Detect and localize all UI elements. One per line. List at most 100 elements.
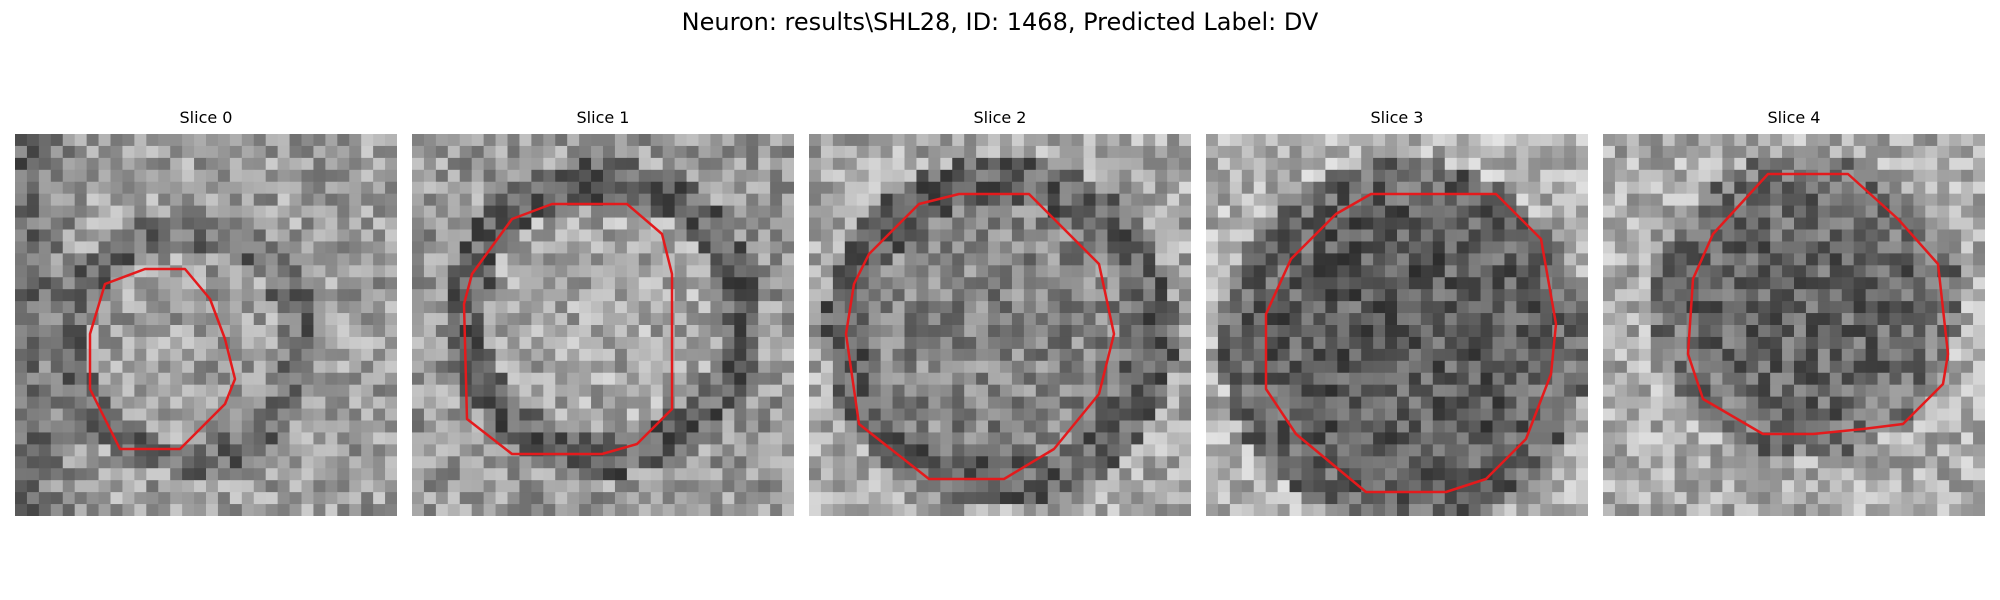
- image-pixel: [1337, 372, 1350, 386]
- image-pixel: [880, 420, 893, 433]
- image-pixel: [110, 468, 123, 481]
- image-pixel: [555, 217, 568, 230]
- image-pixel: [868, 253, 882, 266]
- image-pixel: [1528, 313, 1541, 326]
- image-pixel: [1179, 480, 1191, 493]
- image-pixel: [1059, 384, 1073, 398]
- image-pixel: [1325, 408, 1338, 421]
- image-pixel: [1817, 265, 1831, 278]
- image-pixel: [603, 492, 616, 505]
- image-pixel: [1746, 372, 1759, 386]
- image-pixel: [567, 420, 580, 433]
- image-pixel: [98, 468, 111, 481]
- image-pixel: [361, 396, 374, 409]
- image-pixel: [1035, 408, 1049, 421]
- image-pixel: [313, 169, 326, 183]
- image-pixel: [1710, 348, 1723, 362]
- image-pixel: [1035, 301, 1049, 314]
- image-pixel: [1734, 336, 1747, 350]
- image-pixel: [964, 313, 977, 326]
- image-pixel: [1456, 348, 1470, 362]
- image-pixel: [964, 325, 977, 338]
- image-pixel: [435, 492, 449, 505]
- image-pixel: [1758, 396, 1771, 409]
- image-pixel: [74, 205, 88, 218]
- image-pixel: [1059, 145, 1073, 159]
- image-pixel: [856, 456, 870, 469]
- image-pixel: [856, 301, 870, 314]
- image-pixel: [543, 145, 556, 159]
- image-pixel: [531, 456, 544, 469]
- image-pixel: [423, 336, 437, 350]
- image-pixel: [782, 456, 794, 469]
- image-pixel: [1638, 205, 1652, 218]
- image-pixel: [1083, 504, 1096, 516]
- image-pixel: [1540, 408, 1553, 421]
- image-pixel: [110, 408, 123, 421]
- image-pixel: [412, 301, 425, 314]
- image-pixel: [1614, 145, 1628, 159]
- image-pixel: [976, 157, 989, 171]
- image-pixel: [964, 408, 977, 421]
- image-pixel: [1408, 241, 1422, 254]
- image-pixel: [809, 432, 822, 445]
- image-pixel: [134, 313, 147, 326]
- image-pixel: [423, 468, 437, 481]
- image-pixel: [86, 181, 99, 195]
- image-pixel: [1229, 372, 1243, 386]
- image-pixel: [194, 456, 207, 469]
- image-pixel: [325, 504, 338, 516]
- image-pixel: [229, 336, 243, 350]
- image-pixel: [579, 301, 592, 314]
- image-pixel: [1420, 253, 1434, 266]
- image-pixel: [1794, 169, 1807, 183]
- image-pixel: [277, 492, 290, 505]
- image-pixel: [1000, 229, 1013, 242]
- image-pixel: [1650, 277, 1664, 290]
- image-pixel: [265, 229, 279, 242]
- image-pixel: [483, 301, 496, 314]
- image-pixel: [146, 384, 159, 398]
- image-pixel: [638, 325, 652, 338]
- image-pixel: [880, 241, 893, 254]
- image-pixel: [531, 157, 544, 171]
- image-pixel: [1468, 289, 1481, 302]
- image-pixel: [1119, 241, 1132, 254]
- image-pixel: [38, 504, 52, 516]
- image-pixel: [1373, 253, 1386, 266]
- image-pixel: [1698, 145, 1711, 159]
- image-pixel: [734, 313, 747, 326]
- image-pixel: [1516, 432, 1529, 445]
- image-pixel: [1095, 348, 1108, 362]
- image-pixel: [626, 420, 640, 433]
- image-pixel: [1059, 241, 1073, 254]
- image-pixel: [1397, 193, 1410, 207]
- image-pixel: [110, 289, 123, 302]
- image-pixel: [892, 289, 905, 302]
- image-pixel: [591, 492, 604, 505]
- image-pixel: [809, 360, 822, 374]
- image-pixel: [722, 313, 735, 326]
- image-pixel: [1504, 384, 1517, 398]
- image-pixel: [1540, 325, 1553, 338]
- image-pixel: [1071, 432, 1084, 445]
- image-pixel: [1289, 229, 1302, 242]
- image-pixel: [423, 157, 437, 171]
- image-pixel: [1516, 456, 1529, 469]
- image-pixel: [782, 289, 794, 302]
- image-pixel: [1492, 432, 1505, 445]
- image-pixel: [1023, 336, 1037, 350]
- image-pixel: [1468, 205, 1481, 218]
- image-pixel: [265, 480, 279, 493]
- image-pixel: [170, 265, 183, 278]
- image-pixel: [435, 205, 449, 218]
- image-pixel: [325, 253, 338, 266]
- image-pixel: [770, 372, 783, 386]
- image-pixel: [1397, 432, 1410, 445]
- image-pixel: [519, 420, 532, 433]
- image-pixel: [1516, 241, 1529, 254]
- image-pixel: [916, 420, 929, 433]
- image-pixel: [1468, 468, 1481, 481]
- image-pixel: [1650, 444, 1664, 457]
- image-pixel: [1468, 145, 1481, 159]
